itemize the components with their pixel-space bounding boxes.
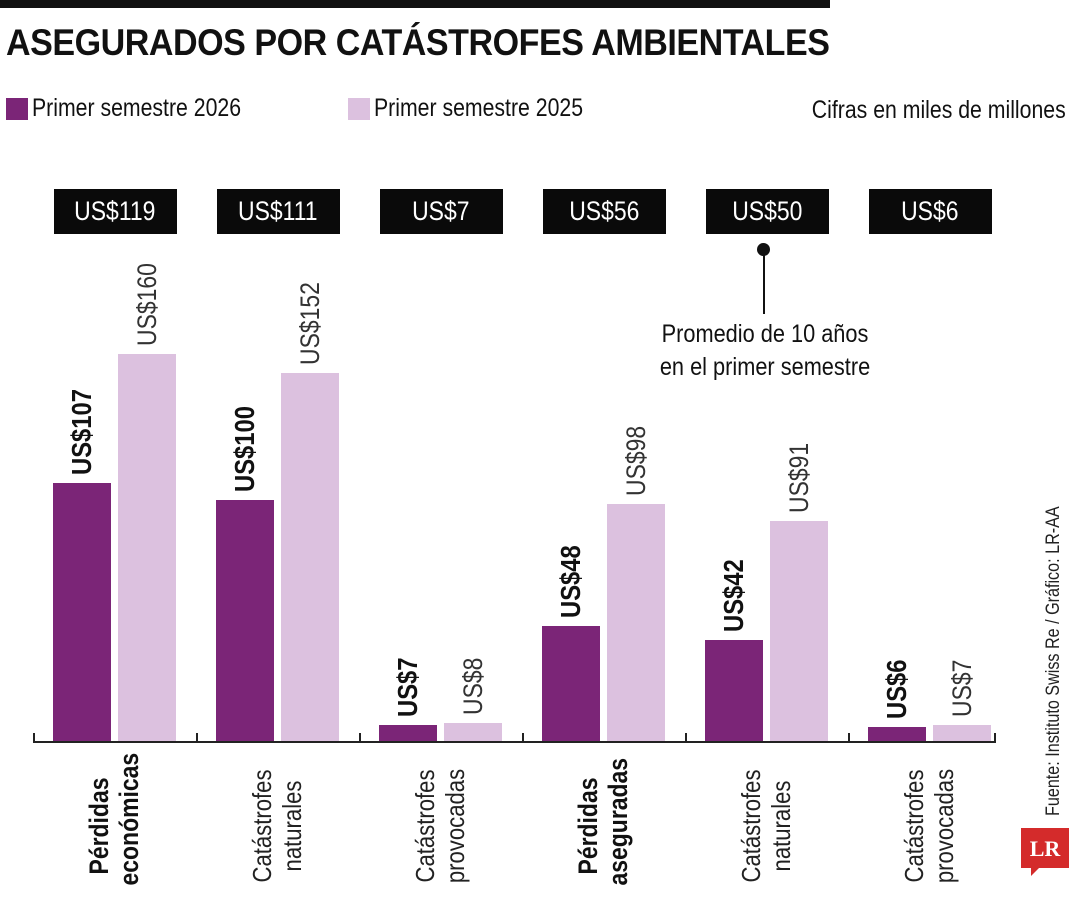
category-label-catastrofes-naturales: Catástrofes naturales bbox=[736, 767, 798, 886]
data-label-2025: US$160 bbox=[131, 263, 162, 346]
bar-2026-catastrofes-provocadas bbox=[379, 725, 437, 742]
average-value-label: US$50 bbox=[731, 196, 803, 226]
bar-2026-catastrofes-provocadas bbox=[868, 727, 926, 742]
average-value-label: US$6 bbox=[901, 196, 959, 226]
legend-swatch-2026 bbox=[6, 97, 28, 120]
average-value-box: US$119 bbox=[53, 189, 177, 234]
average-note: Promedio de 10 años en el primer semestr… bbox=[659, 320, 871, 381]
data-label-2026: US$107 bbox=[66, 388, 97, 475]
axis-tick bbox=[994, 733, 996, 743]
average-pointer-dot bbox=[757, 243, 770, 256]
data-label-2025: US$98 bbox=[620, 426, 651, 497]
bar-2026-catastrofes-naturales bbox=[216, 499, 274, 742]
category-label-line: provocadas bbox=[439, 768, 470, 884]
source-note: Fuente: Instituto Swiss Re / Gráfico: LR… bbox=[1043, 506, 1064, 816]
average-pointer-line bbox=[763, 252, 765, 314]
category-label-line: naturales bbox=[765, 780, 796, 872]
category-label-line: Catástrofes bbox=[735, 769, 766, 883]
data-label-2026: US$7 bbox=[392, 657, 423, 718]
chart-title: ASEGURADOS POR CATÁSTROFES AMBIENTALES bbox=[6, 22, 830, 63]
category-label-line: aseguradas bbox=[602, 757, 633, 886]
bar-2025-catastrofes-provocadas bbox=[444, 722, 502, 742]
bar-2026-perdidas-aseguradas bbox=[542, 625, 600, 742]
category-label-perdidas-aseguradas: Pérdidas aseguradas bbox=[572, 757, 635, 886]
bar-2025-perdidas-aseguradas bbox=[607, 504, 665, 742]
x-axis-line bbox=[33, 741, 996, 743]
axis-tick bbox=[522, 733, 524, 743]
axis-tick bbox=[359, 733, 361, 743]
data-label-2025: US$8 bbox=[457, 657, 488, 715]
average-value-box: US$111 bbox=[216, 189, 340, 234]
category-label-catastrofes-naturales: Catástrofes naturales bbox=[247, 767, 309, 886]
average-value-label: US$56 bbox=[568, 196, 640, 226]
axis-tick bbox=[196, 733, 198, 743]
legend-label-2025: Primer semestre 2025 bbox=[373, 94, 583, 122]
bar-2026-perdidas-economicas bbox=[53, 482, 111, 742]
average-value-box: US$56 bbox=[542, 189, 666, 234]
bar-2025-catastrofes-naturales bbox=[281, 373, 339, 742]
legend-swatch-2025 bbox=[347, 97, 370, 120]
data-label-2026: US$42 bbox=[718, 559, 749, 633]
data-label-2026: US$100 bbox=[229, 405, 260, 492]
legend-item-2026: Primer semestre 2026 bbox=[6, 94, 278, 123]
category-label-catastrofes-provocadas: Catástrofes provocadas bbox=[410, 767, 472, 886]
bar-2025-perdidas-economicas bbox=[118, 354, 176, 742]
bar-2025-catastrofes-naturales bbox=[770, 521, 828, 742]
average-value-label: US$111 bbox=[238, 196, 318, 226]
average-value-box: US$50 bbox=[705, 189, 829, 234]
bar-2025-catastrofes-provocadas bbox=[933, 725, 991, 742]
average-value-label: US$7 bbox=[412, 196, 470, 226]
lr-logo: LR bbox=[1021, 828, 1069, 876]
average-value-label: US$119 bbox=[74, 196, 156, 226]
category-label-line: Pérdidas bbox=[572, 777, 603, 875]
legend-label-2026: Primer semestre 2026 bbox=[32, 94, 242, 122]
average-value-box: US$7 bbox=[379, 189, 503, 234]
data-label-2026: US$6 bbox=[881, 659, 912, 720]
category-label-line: naturales bbox=[276, 780, 307, 872]
bar-2026-catastrofes-naturales bbox=[705, 640, 763, 742]
data-label-2025: US$152 bbox=[294, 282, 325, 366]
category-label-line: Pérdidas bbox=[83, 777, 114, 875]
category-label-line: Catástrofes bbox=[246, 769, 277, 883]
data-label-2026: US$48 bbox=[555, 544, 586, 618]
category-label-catastrofes-provocadas: Catástrofes provocadas bbox=[899, 767, 961, 886]
data-label-2025: US$7 bbox=[946, 659, 977, 718]
category-label-line: Catástrofes bbox=[898, 769, 929, 883]
category-label-line: Catástrofes bbox=[409, 769, 440, 883]
units-note: Cifras en miles de millones bbox=[812, 96, 1066, 124]
average-value-box: US$6 bbox=[868, 189, 992, 234]
axis-tick bbox=[33, 733, 35, 743]
category-label-line: provocadas bbox=[928, 768, 959, 884]
legend: Primer semestre 2026 Primer semestre 202… bbox=[6, 94, 690, 123]
category-label-perdidas-economicas: Pérdidas económicas bbox=[83, 752, 146, 886]
axis-tick bbox=[685, 733, 687, 743]
legend-item-2025: Primer semestre 2025 bbox=[347, 94, 620, 123]
top-rule bbox=[0, 0, 830, 8]
lr-logo-text: LR bbox=[1030, 836, 1062, 861]
category-label-line: económicas bbox=[113, 752, 144, 886]
data-label-2025: US$91 bbox=[783, 443, 814, 514]
axis-tick bbox=[848, 733, 850, 743]
